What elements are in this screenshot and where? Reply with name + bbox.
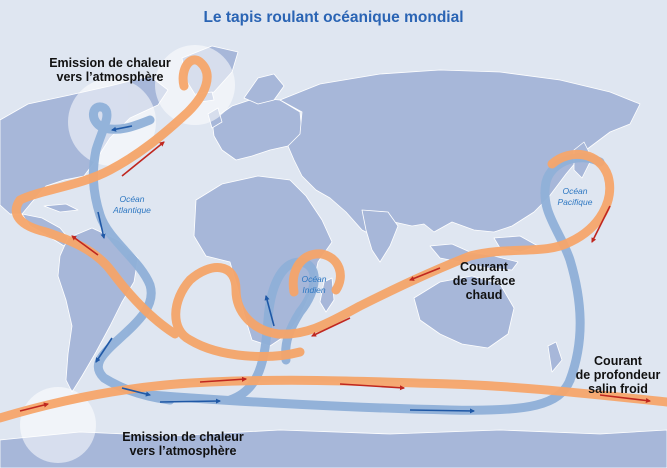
label-line: Pacifique xyxy=(557,197,593,207)
label-line: Atlantique xyxy=(113,205,151,215)
new-zealand xyxy=(547,341,563,373)
pacific-ocean-label: Océan Pacifique xyxy=(546,186,604,208)
scandinavia xyxy=(243,73,285,105)
warm-current-indian-loop xyxy=(288,249,345,297)
antarctica xyxy=(0,429,667,468)
warm-arrow xyxy=(409,267,441,281)
cold-arrow xyxy=(121,387,151,397)
diagram-title: Le tapis roulant océanique mondial xyxy=(203,9,464,26)
label-line: Emission de chaleur xyxy=(122,430,244,444)
label-line: salin froid xyxy=(588,382,648,396)
current-arrows xyxy=(19,125,652,414)
label-line: vers l’atmosphère xyxy=(56,70,164,84)
label-line: Océan xyxy=(562,186,588,196)
cold-arrow xyxy=(159,398,222,404)
heat-halo-north xyxy=(68,78,156,166)
label-line: chaud xyxy=(465,288,503,302)
cold-current-north-loop xyxy=(88,102,175,405)
warm-arrow xyxy=(339,383,406,391)
heat-emission-south-label: Emission de chaleur vers l’atmosphère xyxy=(108,430,258,458)
warm-surface-current-label: Courant de surface chaud xyxy=(444,260,524,302)
atlantic-ocean-label: Océan Atlantique xyxy=(104,194,160,216)
label-line: Emission de chaleur xyxy=(49,56,171,70)
cold-current-deep-south xyxy=(145,375,575,415)
warm-current-southern-band xyxy=(0,375,667,423)
heat-halo-north-secondary xyxy=(155,45,235,125)
warm-current-atlantic-north xyxy=(11,55,212,339)
label-line: de surface xyxy=(452,274,516,288)
label-line: Courant xyxy=(460,260,508,274)
asia xyxy=(279,69,641,239)
label-line: Océan xyxy=(119,194,145,204)
cuba xyxy=(43,203,79,213)
label-line: Courant xyxy=(594,354,642,368)
warm-current-indo-pacific xyxy=(171,150,615,361)
warm-arrow xyxy=(19,402,49,412)
indian-ocean-label: Océan Indien xyxy=(292,274,336,296)
cold-current-pacific-rise xyxy=(540,153,605,385)
warm-arrow xyxy=(199,376,248,383)
label-line: de profondeur xyxy=(575,368,661,382)
cold-arrow xyxy=(409,408,476,414)
label-line: Océan xyxy=(301,274,327,284)
warm-arrow xyxy=(591,205,611,243)
cold-deep-current-label: Courant de profondeur salin froid xyxy=(572,354,664,396)
madagascar xyxy=(319,277,335,313)
australia xyxy=(413,275,515,349)
warm-surface-current xyxy=(0,55,667,423)
label-line: vers l’atmosphère xyxy=(129,444,237,458)
heat-emission-north-label: Emission de chaleur vers l’atmosphère xyxy=(40,56,180,84)
cold-arrow xyxy=(95,337,113,363)
cold-arrow xyxy=(97,211,106,239)
warm-arrow xyxy=(311,317,351,337)
warm-arrow xyxy=(71,235,99,256)
cold-arrow xyxy=(110,125,133,132)
cold-arrow xyxy=(264,295,275,327)
india xyxy=(361,209,399,263)
warm-arrow xyxy=(599,394,652,404)
warm-arrow xyxy=(121,141,165,177)
label-line: Indien xyxy=(302,285,326,295)
